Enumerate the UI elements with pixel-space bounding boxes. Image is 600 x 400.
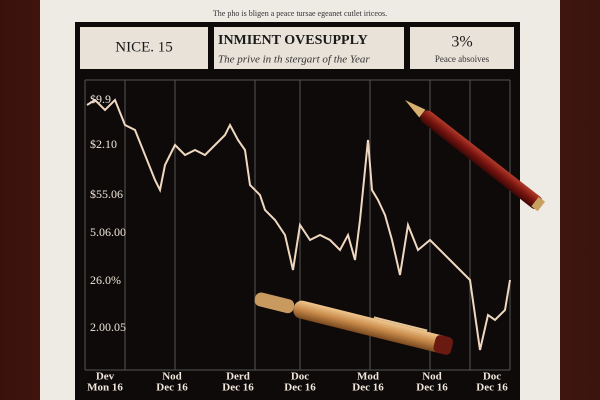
x-label: Nod [162, 371, 182, 383]
header-box [80, 27, 208, 69]
x-label: Mon 16 [87, 382, 123, 394]
header-subtitle: The prive in th stergart of the Year [218, 54, 370, 66]
grid [84, 79, 511, 371]
x-label: Dev [96, 371, 115, 383]
y-label: $9.9 [90, 92, 111, 106]
gold-pen [254, 292, 454, 355]
x-label: Dec 16 [352, 382, 384, 394]
x-label: Dec 16 [476, 382, 508, 394]
x-label: Dec 16 [284, 382, 316, 394]
red-pen [405, 100, 546, 212]
x-label: Dec 16 [222, 382, 254, 394]
header-right: 3% [451, 34, 472, 51]
x-label: Dec 16 [156, 382, 188, 394]
chart-panel [75, 22, 520, 400]
x-label: Doc [483, 371, 501, 383]
y-label: 26.0% [90, 273, 121, 287]
price-line [86, 98, 511, 351]
x-label: Dec 16 [416, 382, 448, 394]
y-label: $55.06 [90, 187, 123, 201]
y-label: 2.00.05 [90, 320, 126, 334]
x-label: Derd [226, 371, 250, 383]
header-box [410, 27, 514, 69]
header-right-sub: Peace absoives [435, 54, 490, 64]
x-label: Nod [422, 371, 442, 383]
x-label: Doc [291, 371, 309, 383]
x-label: Mod [357, 371, 379, 383]
top-strip: The pho is bligen a peace tursae egeanet… [213, 9, 387, 18]
y-label: 5.06.00 [90, 225, 126, 239]
header-left: NICE. 15 [115, 39, 173, 55]
header-box [214, 27, 404, 69]
y-label: $2.10 [90, 137, 117, 151]
header-title: INMIENT OVESUPPLY [218, 33, 368, 48]
